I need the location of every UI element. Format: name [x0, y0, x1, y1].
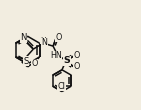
Text: N: N: [20, 33, 27, 42]
Text: S: S: [23, 57, 29, 66]
Text: N: N: [41, 38, 47, 47]
Text: O: O: [31, 59, 38, 68]
Text: HN: HN: [50, 51, 62, 61]
Text: S: S: [64, 56, 70, 65]
Text: O: O: [74, 62, 80, 71]
Text: O: O: [74, 51, 80, 61]
Text: H: H: [40, 37, 46, 43]
Text: Cl: Cl: [58, 82, 65, 91]
Text: O: O: [56, 33, 62, 42]
